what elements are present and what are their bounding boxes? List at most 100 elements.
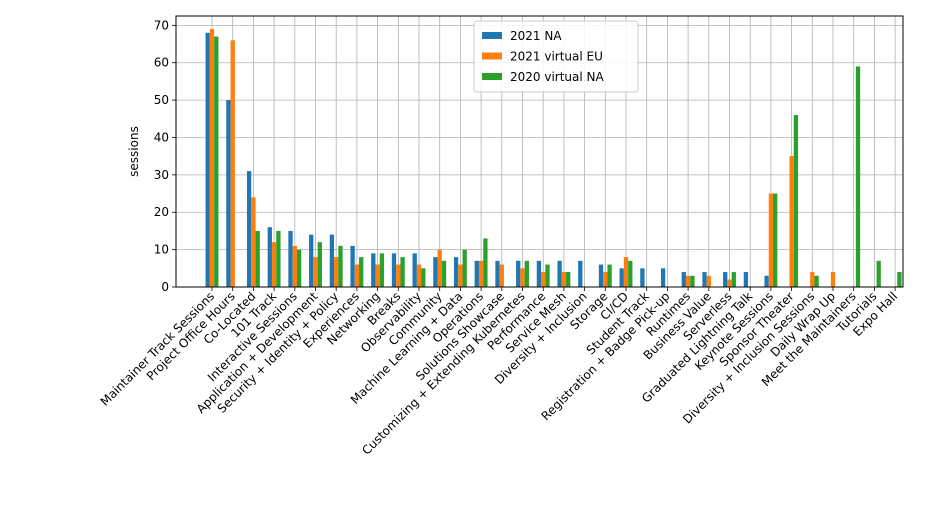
bar-2020-virtual-na xyxy=(338,245,343,287)
legend-label: 2021 NA xyxy=(510,29,562,43)
bar-2021-virtual-eu xyxy=(230,40,235,287)
bar-2021-na xyxy=(391,253,397,287)
bars xyxy=(205,29,902,287)
bar-2021-na xyxy=(205,32,210,287)
bar-2020-virtual-na xyxy=(566,272,571,287)
bar-2021-na xyxy=(743,272,749,287)
bar-2021-na xyxy=(453,257,459,287)
y-tick-label: 0 xyxy=(161,280,169,294)
bar-2021-virtual-eu xyxy=(313,257,318,287)
bar-2021-na xyxy=(267,227,272,287)
y-axis: 0 10 20 30 40 50 60 70 xyxy=(154,18,176,294)
bar-2021-na xyxy=(246,171,252,287)
bar-2020-virtual-na xyxy=(793,115,799,287)
bar-2021-virtual-eu xyxy=(292,245,297,287)
y-tick-label: 10 xyxy=(154,243,169,257)
bar-2021-virtual-eu xyxy=(603,272,608,287)
bar-2021-virtual-eu xyxy=(499,264,504,287)
bar-2020-virtual-na xyxy=(255,230,260,287)
legend-label: 2021 virtual EU xyxy=(510,50,603,64)
bar-2021-virtual-eu xyxy=(561,272,567,287)
legend: 2021 NA 2021 virtual EU 2020 virtual NA xyxy=(473,20,639,93)
bar-2020-virtual-na xyxy=(524,260,529,287)
bar-2020-virtual-na xyxy=(731,272,736,287)
bar-2020-virtual-na xyxy=(545,264,550,287)
bar-2021-na xyxy=(723,272,728,287)
bar-2021-na xyxy=(660,268,666,287)
bar-2021-na xyxy=(309,234,314,287)
legend-swatch xyxy=(482,32,502,39)
bar-2021-virtual-eu xyxy=(354,264,360,287)
bar-2021-na xyxy=(578,260,583,287)
bar-2021-virtual-eu xyxy=(685,275,691,287)
y-tick-label: 70 xyxy=(154,18,169,32)
grid xyxy=(176,16,903,288)
bar-2021-na xyxy=(226,100,231,287)
plot-frame xyxy=(175,15,904,288)
bar-2020-virtual-na xyxy=(690,275,695,287)
x-tick-label: Maintainer Track Sessions xyxy=(98,289,218,409)
bar-2021-virtual-eu xyxy=(727,279,732,287)
bar-2021-virtual-eu xyxy=(520,268,525,287)
bar-2021-na xyxy=(516,260,521,287)
bar-2020-virtual-na xyxy=(441,260,447,287)
bar-2020-virtual-na xyxy=(359,257,364,287)
y-axis-label: sessions xyxy=(127,126,141,177)
bar-2021-virtual-eu xyxy=(334,257,339,287)
bar-2020-virtual-na xyxy=(214,36,219,287)
bar-2020-virtual-na xyxy=(483,238,488,287)
bar-2021-na xyxy=(619,268,624,287)
bar-2020-virtual-na xyxy=(379,253,385,287)
legend-box xyxy=(473,20,639,93)
bar-2021-virtual-eu xyxy=(830,272,836,287)
y-tick-label: 50 xyxy=(154,93,169,107)
bar-2021-virtual-eu xyxy=(706,275,711,287)
bar-2021-na xyxy=(764,275,769,287)
bar-2021-na xyxy=(288,230,293,287)
bar-2021-na xyxy=(371,253,376,287)
bar-2021-virtual-eu xyxy=(396,264,401,287)
bar-2020-virtual-na xyxy=(628,260,633,287)
bar-2021-na xyxy=(681,272,686,287)
bar-2021-virtual-eu xyxy=(541,272,546,287)
bar-2021-na xyxy=(702,272,707,287)
bar-2021-virtual-eu xyxy=(271,242,277,287)
bar-2021-virtual-eu xyxy=(375,264,380,287)
bar-2020-virtual-na xyxy=(855,66,861,287)
bar-2021-na xyxy=(536,260,542,287)
bar-2020-virtual-na xyxy=(276,230,281,287)
legend-label: 2020 virtual NA xyxy=(510,70,605,84)
bar-2021-virtual-eu xyxy=(768,193,774,287)
bar-2021-virtual-eu xyxy=(416,264,422,287)
bar-2021-na xyxy=(557,260,562,287)
bar-2020-virtual-na xyxy=(897,272,902,287)
bar-2021-virtual-eu xyxy=(251,197,256,287)
bar-2021-virtual-eu xyxy=(478,260,484,287)
bar-2021-virtual-eu xyxy=(458,264,463,287)
bar-2021-na xyxy=(640,268,645,287)
bar-2021-virtual-eu xyxy=(209,29,215,287)
y-tick-label: 20 xyxy=(154,205,169,219)
bar-2020-virtual-na xyxy=(317,242,322,287)
bar-2021-na xyxy=(329,234,335,287)
y-tick-label: 40 xyxy=(154,130,169,144)
y-tick-label: 30 xyxy=(154,168,169,182)
legend-swatch xyxy=(482,52,502,60)
bar-2020-virtual-na xyxy=(421,268,426,287)
bar-2021-na xyxy=(474,260,479,287)
bar-2020-virtual-na xyxy=(400,257,405,287)
legend-swatch xyxy=(482,73,502,80)
bar-2021-na xyxy=(598,264,604,287)
bar-2021-na xyxy=(495,260,500,287)
bar-2020-virtual-na xyxy=(876,260,881,287)
bar-2020-virtual-na xyxy=(814,275,819,287)
bar-2021-virtual-eu xyxy=(623,257,629,287)
bar-2021-na xyxy=(412,253,417,287)
bar-2020-virtual-na xyxy=(296,249,302,287)
y-tick-label: 60 xyxy=(154,56,169,70)
bar-2021-virtual-eu xyxy=(437,249,442,287)
bar-2021-virtual-eu xyxy=(789,156,794,287)
bar-2021-virtual-eu xyxy=(810,272,815,287)
